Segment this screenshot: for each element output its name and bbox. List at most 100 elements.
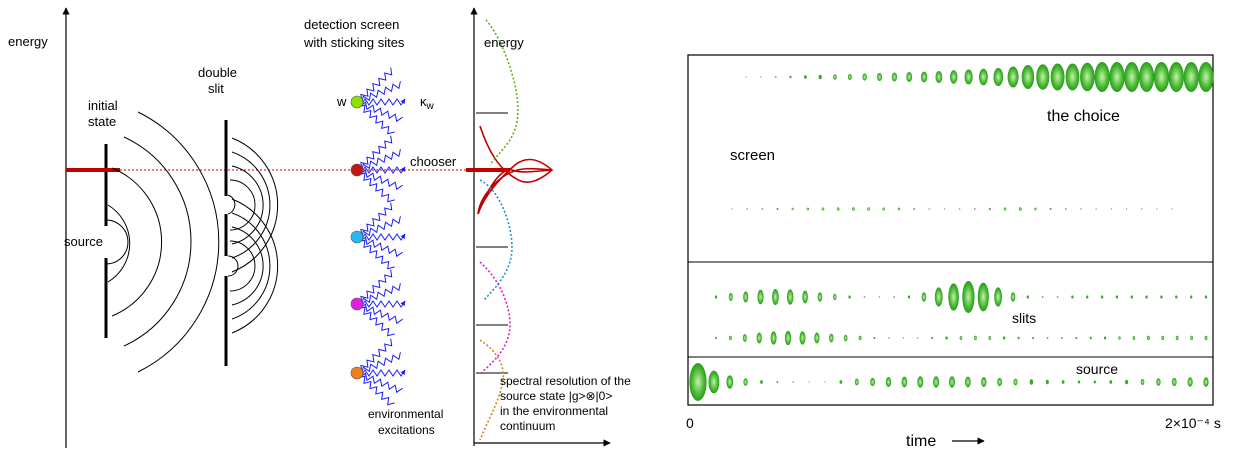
- blob: [858, 335, 862, 341]
- spring: [356, 202, 393, 238]
- blob: [1171, 208, 1173, 210]
- blob: [933, 376, 940, 388]
- spring: [356, 303, 395, 337]
- spring: [356, 233, 406, 241]
- source-arc: [105, 219, 129, 265]
- blob: [708, 370, 720, 394]
- blob: [1187, 377, 1193, 387]
- detection-screen-label-2: with sticking sites: [303, 35, 405, 50]
- blob: [1049, 207, 1052, 211]
- spectral-label-2: source state |g>⊗|0>: [500, 389, 612, 403]
- blob: [802, 290, 808, 304]
- blob: [1003, 336, 1006, 340]
- blob: [988, 207, 992, 211]
- blob: [1141, 208, 1143, 210]
- blob: [1010, 292, 1016, 302]
- blob: [743, 291, 749, 303]
- blob: [1034, 207, 1037, 211]
- blob-rows: [689, 62, 1214, 401]
- blob: [1204, 335, 1208, 341]
- blob: [901, 376, 908, 388]
- blob: [974, 335, 977, 341]
- blob: [920, 71, 928, 83]
- blob: [1086, 295, 1089, 299]
- x-start-label: 0: [686, 415, 694, 431]
- left-diagram: energy initial state source double slit: [8, 7, 631, 448]
- blob: [897, 207, 901, 211]
- blob: [1036, 64, 1050, 90]
- blob: [1110, 208, 1112, 210]
- blob: [1175, 295, 1178, 299]
- site-dot-cyan: [350, 230, 364, 244]
- blob: [1061, 380, 1065, 384]
- blob: [742, 334, 747, 342]
- right-diagram: the choice screen slits source 0 2×10⁻⁴ …: [686, 54, 1221, 450]
- blob: [761, 208, 764, 210]
- blob: [760, 76, 762, 78]
- blob: [1041, 296, 1044, 298]
- blob: [1013, 378, 1018, 386]
- site-w: [350, 67, 406, 135]
- blob: [821, 207, 825, 211]
- blob: [792, 381, 795, 383]
- blob: [888, 337, 890, 339]
- red-spectral-peak: [477, 167, 553, 215]
- slits-label: slits: [1012, 310, 1036, 326]
- blob: [949, 376, 955, 388]
- blob: [943, 208, 946, 210]
- blob: [1130, 295, 1133, 299]
- blob: [714, 295, 718, 299]
- the-choice-label: the choice: [1047, 108, 1120, 125]
- spring: [356, 369, 406, 377]
- cyan-dotted-curve: [479, 179, 513, 301]
- blob: [1140, 378, 1145, 386]
- spring: [356, 166, 406, 174]
- magenta-dotted-curve: [479, 261, 511, 373]
- blob: [993, 68, 1004, 86]
- blob-row-slits2: [715, 330, 1208, 346]
- blob: [1017, 336, 1020, 340]
- spring: [356, 372, 403, 394]
- spring: [356, 372, 395, 406]
- blob: [829, 333, 834, 343]
- site-dot-chooser: [350, 163, 364, 177]
- blob: [784, 330, 792, 346]
- blob: [1139, 62, 1155, 92]
- blob: [1125, 208, 1128, 210]
- kappa-symbol: κ: [420, 94, 427, 109]
- blob: [981, 377, 987, 387]
- blob: [1190, 335, 1193, 341]
- blob: [1103, 336, 1107, 340]
- blob: [728, 293, 733, 301]
- slit-wavefronts: [227, 137, 279, 334]
- blob: [729, 335, 732, 341]
- blob: [786, 289, 794, 305]
- time-label: time: [906, 433, 936, 450]
- spring: [356, 338, 393, 374]
- site-cyan: [350, 202, 406, 270]
- blob: [1204, 295, 1208, 299]
- blob: [776, 381, 779, 383]
- spring: [356, 352, 401, 375]
- blob: [1125, 379, 1129, 385]
- site-orange: [350, 338, 406, 406]
- blob: [814, 332, 820, 344]
- red-spectral-curve: [477, 125, 554, 215]
- blob: [1203, 377, 1209, 387]
- blob: [902, 337, 905, 339]
- blob: [1080, 208, 1082, 210]
- spring: [356, 98, 406, 106]
- blob: [806, 207, 810, 211]
- spring: [356, 101, 403, 123]
- blob: [1003, 207, 1007, 211]
- blob: [836, 207, 840, 211]
- blob: [789, 75, 792, 79]
- blob: [935, 71, 943, 83]
- blob: [997, 377, 1002, 387]
- spring: [356, 149, 401, 172]
- source-label-right: source: [1076, 361, 1118, 377]
- blob: [1080, 62, 1095, 92]
- spring: [356, 303, 403, 325]
- blob: [1190, 295, 1193, 299]
- blob: [1156, 378, 1161, 386]
